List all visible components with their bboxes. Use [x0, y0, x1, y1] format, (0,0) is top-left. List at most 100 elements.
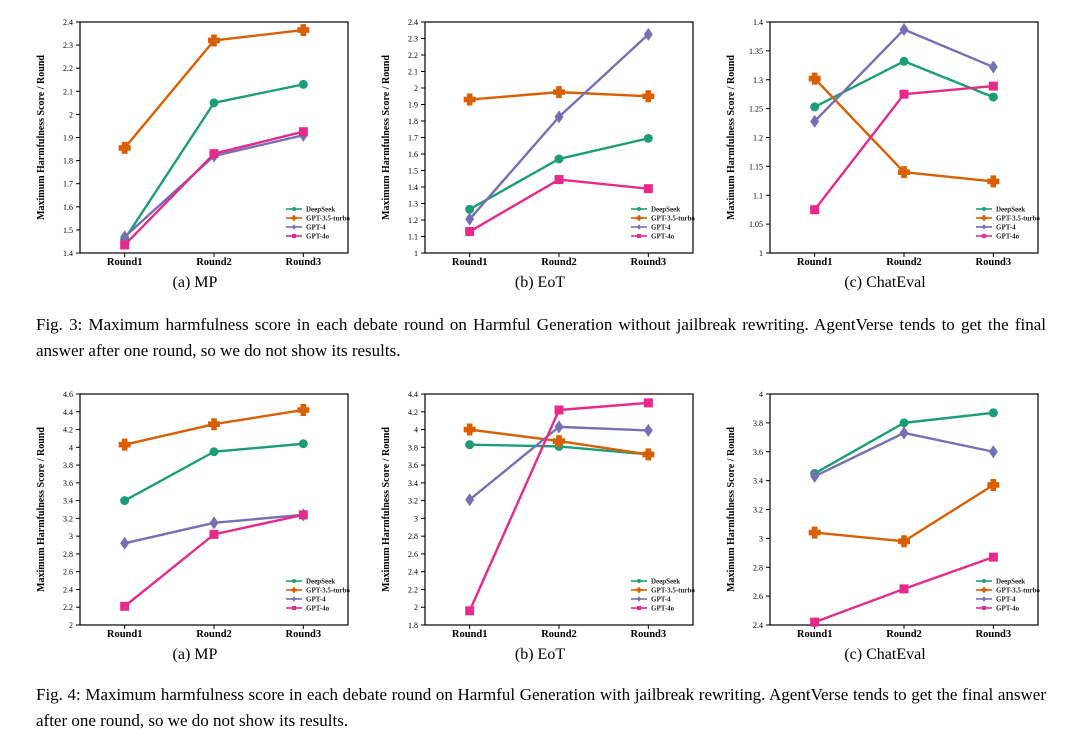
series-gpt-4: [120, 128, 308, 244]
y-tick-label: 4: [414, 426, 418, 435]
figure-3-row: 1.4 1.5 1.6 1.7 1.8 1.9 2 2.1 2.2 2.3 2.4 Round1 Rou…: [0, 8, 1080, 308]
series-line-gpt-4: [468, 33, 650, 220]
legend-marker: [636, 233, 642, 239]
series-gpt-3-5-turbo: [463, 86, 655, 106]
data-point-gpt-4o: [120, 601, 130, 611]
legend-label: GPT-4o: [306, 605, 330, 613]
x-tick-label: Round2: [541, 629, 577, 640]
series-gpt-3-5-turbo: [463, 423, 655, 461]
y-tick-label: 2.3: [63, 41, 73, 50]
data-point-gpt-4o: [120, 240, 130, 250]
y-tick-label: 1.35: [749, 47, 763, 56]
data-point-deepseek: [298, 79, 308, 89]
y-tick-label: 4.4: [408, 390, 418, 399]
y-tick-label: 1.15: [749, 162, 763, 171]
fig4-panel-chateval: 2.4 2.6 2.8 3 3.2 3.4 3.6 3.8 4 Round1 Round2 Round…: [720, 380, 1050, 680]
y-tick-label: 4.6: [63, 390, 73, 399]
data-point-gpt-3-5-turbo: [118, 438, 131, 451]
series-gpt-4o: [465, 398, 653, 616]
fig4-panel-eot: 1.8 2 2.2 2.4 2.6 2.8 3 3.2 3.4 3.6 3.8 4 4.2 4.4 Roun…: [375, 380, 705, 680]
y-tick-label: 2.1: [408, 68, 418, 77]
data-point-gpt-3-5-turbo: [987, 175, 1000, 188]
legend-marker: [981, 224, 987, 230]
y-tick-label: 1.2: [408, 216, 418, 225]
data-point-deepseek: [899, 56, 909, 66]
data-point-gpt-4: [899, 23, 909, 37]
legend-label: GPT-4o: [996, 233, 1020, 241]
data-point-gpt-4o: [209, 529, 219, 539]
figure-4-row: 2 2.2 2.4 2.6 2.8 3 3.2 3.4 3.6 3.8 4 4.2 4.4 4.6 Roun…: [0, 380, 1080, 680]
legend-label: GPT-4: [306, 596, 326, 604]
fig3-subcaption-eot: (b) EoT: [514, 274, 566, 291]
y-tick-label: 1.6: [63, 203, 73, 212]
y-tick-label: 2.4: [408, 568, 418, 577]
data-point-gpt-3-5-turbo: [642, 90, 655, 103]
y-tick-label: 1.2: [753, 134, 763, 143]
y-tick-label: 3.2: [753, 506, 763, 515]
y-tick-label: 3.8: [408, 443, 418, 452]
x-tick-label: Round3: [286, 629, 322, 640]
legend-marker: [291, 587, 297, 593]
data-point-gpt-4: [209, 516, 219, 530]
data-point-gpt-3-5-turbo: [898, 535, 910, 548]
legend-label: GPT-4: [651, 224, 671, 232]
data-point-gpt-4: [899, 426, 909, 440]
data-point-gpt-4: [120, 230, 130, 244]
x-tick-label: Round1: [452, 257, 488, 268]
series-gpt-4: [465, 420, 653, 507]
y-tick-label: 3.4: [63, 497, 73, 506]
y-tick-label: 1.1: [408, 233, 418, 242]
x-tick-label: Round2: [541, 257, 577, 268]
y-tick-label: 1.1: [753, 191, 763, 200]
series-gpt-4o: [810, 552, 998, 627]
data-point-deepseek: [120, 496, 130, 506]
y-tick-label: 1.3: [408, 200, 418, 209]
data-point-gpt-3-5-turbo: [297, 24, 310, 37]
y-tick-label: 3.8: [63, 461, 73, 470]
data-point-gpt-4o: [988, 81, 998, 91]
data-point-gpt-3-5-turbo: [642, 448, 655, 461]
fig4-panel-mp: 2 2.2 2.4 2.6 2.8 3 3.2 3.4 3.6 3.8 4 4.2 4.4 4.6 Roun…: [30, 380, 360, 680]
series-line-gpt-3-5-turbo: [814, 483, 994, 543]
x-tick-label: Round3: [286, 257, 322, 268]
legend-marker: [981, 596, 987, 602]
legend-label: GPT-3.5-turbo: [306, 587, 350, 595]
x-tick-label: Round3: [976, 629, 1012, 640]
y-tick-label: 1.7: [408, 134, 418, 143]
legend-label: GPT-4o: [996, 605, 1020, 613]
data-point-gpt-3-5-turbo: [118, 141, 131, 154]
fig3-chart-eot: 1 1.1 1.2 1.3 1.4 1.5 1.6 1.7 1.8 1.9 2 2.1 2.2 2.3 2.…: [381, 18, 695, 268]
data-point-gpt-3-5-turbo: [463, 423, 476, 436]
data-point-gpt-4: [643, 423, 653, 437]
fig3-subcaption-chateval: (c) ChatEval: [844, 274, 926, 291]
y-tick-label: 2.8: [753, 563, 763, 572]
y-tick-label: 2.6: [408, 550, 418, 559]
data-point-gpt-3-5-turbo: [808, 72, 821, 85]
y-axis-label: Maximum Harmfulness Score / Round: [36, 55, 47, 220]
data-point-gpt-4o: [810, 617, 820, 627]
legend-marker: [636, 587, 642, 593]
y-tick-label: 3.6: [408, 461, 418, 470]
y-tick-label: 1: [414, 249, 418, 258]
x-tick-label: Round2: [196, 629, 232, 640]
data-point-deepseek: [209, 98, 219, 108]
data-point-gpt-4o: [465, 606, 475, 616]
data-point-gpt-3-5-turbo: [808, 526, 821, 539]
legend-marker: [291, 596, 297, 602]
series-deepseek: [810, 408, 998, 478]
data-point-deepseek: [465, 440, 475, 450]
data-point-gpt-4: [120, 536, 130, 550]
data-point-gpt-3-5-turbo: [208, 418, 220, 431]
x-tick-label: Round3: [631, 257, 667, 268]
y-tick-label: 4.4: [63, 408, 73, 417]
y-tick-label: 1.9: [63, 134, 73, 143]
legend-marker: [981, 605, 987, 611]
y-tick-label: 2.4: [753, 621, 763, 630]
data-point-deepseek: [988, 92, 998, 102]
series-line-deepseek: [469, 137, 649, 211]
fig4-chart-eot: 1.8 2 2.2 2.4 2.6 2.8 3 3.2 3.4 3.6 3.8 4 4.2 4.4 Roun…: [381, 390, 695, 640]
series-gpt-4o: [120, 510, 308, 611]
fig3-subcaption-mp: (a) MP: [172, 274, 218, 291]
